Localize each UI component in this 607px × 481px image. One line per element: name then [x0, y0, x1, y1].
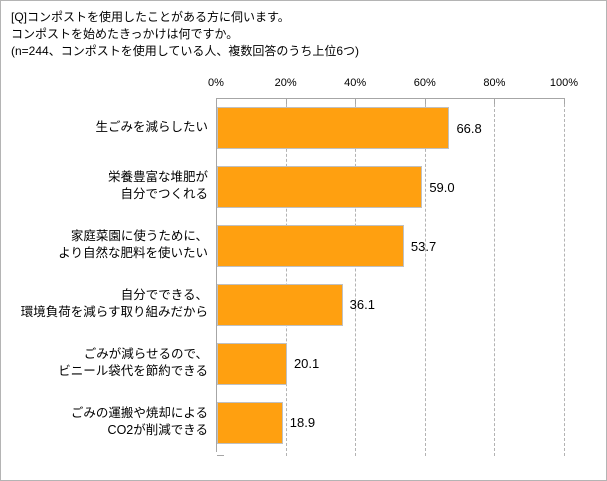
category-label: 生ごみを減らしたい	[95, 119, 208, 134]
axis-foot	[217, 455, 224, 456]
x-axis-tick-label: 20%	[274, 77, 297, 89]
bar	[217, 283, 343, 326]
gridline	[564, 99, 565, 456]
axis-tick	[355, 99, 357, 104]
gridline	[285, 99, 287, 456]
bar	[217, 166, 423, 209]
x-axis-tick-label: 40%	[344, 77, 367, 89]
x-axis-tick-label: 60%	[413, 77, 436, 89]
axis-tick	[285, 99, 287, 104]
category-label: 栄養豊富な堆肥が 自分でつくれる	[107, 170, 208, 202]
category-label: ごみが減らせるので、 ビニール袋代を節約できる	[58, 346, 208, 378]
category-label: 自分でできる、 環境負荷を減らす取り組みだから	[20, 287, 208, 319]
value-label: 59.0	[429, 179, 455, 195]
axis-tick	[494, 99, 496, 104]
bar	[217, 107, 450, 150]
gridline	[355, 99, 357, 456]
value-label: 36.1	[349, 297, 375, 313]
category-label: 家庭菜園に使うために、 より自然な肥料を使いたい	[58, 229, 208, 261]
value-label: 66.8	[456, 120, 482, 136]
gridline	[494, 99, 496, 456]
gridline	[424, 99, 426, 456]
chart-question-title: [Q]コンポストを使用したことがある方に伺います。 コンポストを始めたきっかけは…	[11, 10, 360, 58]
axis-tick	[424, 99, 426, 104]
category-label: ごみの運搬や焼却による CO2が削減できる	[70, 405, 208, 437]
value-label: 20.1	[293, 356, 320, 372]
value-label: 18.9	[289, 415, 316, 431]
bar	[217, 342, 287, 385]
value-label: 53.7	[410, 238, 437, 254]
x-axis-tick-label: 100%	[549, 77, 579, 89]
x-axis-tick-label: 0%	[208, 77, 224, 89]
bar	[217, 401, 283, 444]
axis-tick	[564, 99, 565, 104]
x-axis-tick-label: 80%	[483, 77, 506, 89]
bar	[217, 225, 404, 268]
plot-area: 66.8 59.0 53.7 36.1 20.1 18.9	[216, 98, 565, 456]
